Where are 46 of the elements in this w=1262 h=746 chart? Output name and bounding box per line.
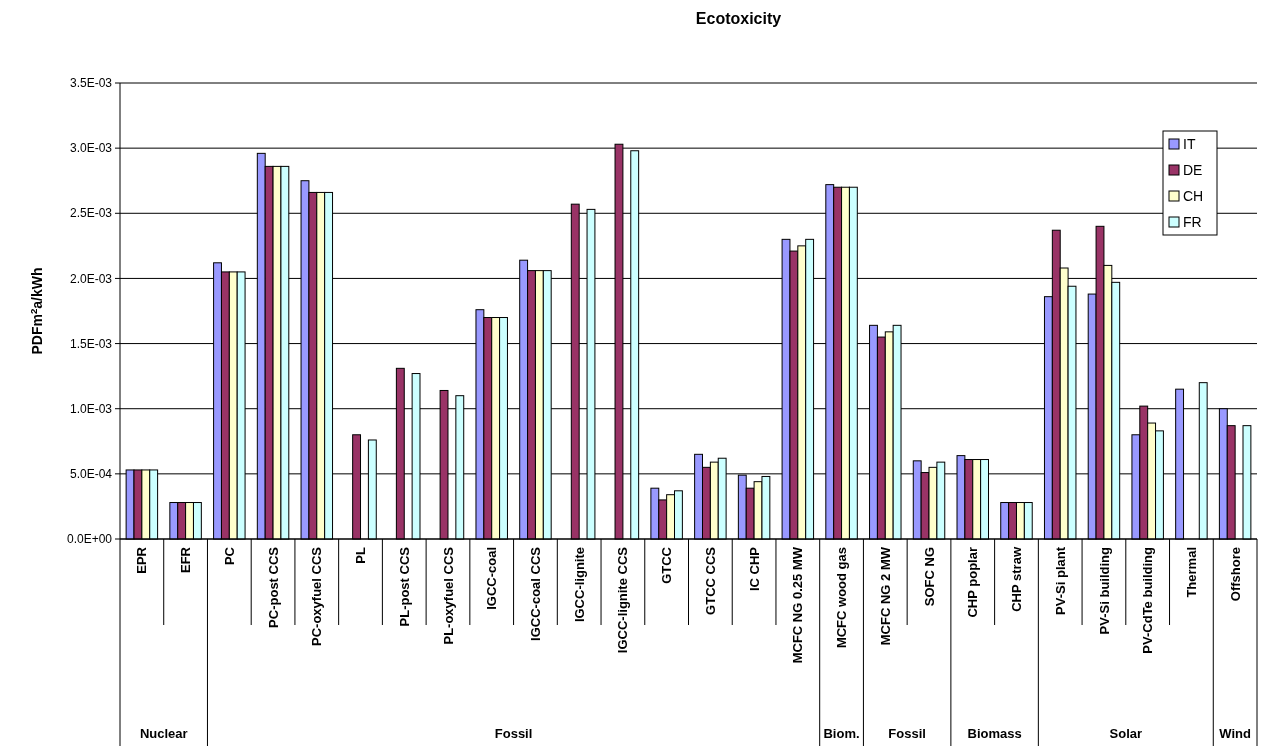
- x-tick-label: PV-Si building: [1096, 546, 1112, 635]
- x-tick-label: GTCC CCS: [702, 546, 718, 615]
- x-tick-label: CHP poplar: [965, 547, 981, 618]
- y-tick-label: 1.0E-03: [69, 401, 113, 416]
- legend-label: DE: [1183, 161, 1203, 178]
- x-tick-label: PL: [353, 546, 369, 564]
- y-tick-label: 2.0E-03: [69, 271, 113, 286]
- text: Fossil: [494, 726, 533, 741]
- x-tick-label: MCFC NG 0.25 MW: [790, 546, 806, 664]
- y-tick-label: 0.0E+00: [66, 532, 113, 547]
- text: Wind: [1219, 726, 1252, 741]
- x-tick-label: PV-CdTe building: [1140, 546, 1156, 654]
- x-tick-label: PL-post CCS: [396, 546, 412, 627]
- x-tick-label: IGCC-coal CCS: [527, 546, 543, 641]
- x-tick-label: Offshore: [1227, 547, 1243, 602]
- legend-label: CH: [1183, 187, 1204, 204]
- text: Solar: [1109, 726, 1143, 741]
- chart-title: Ecotoxicity: [695, 10, 782, 27]
- legend-label: IT: [1183, 135, 1196, 152]
- x-tick-label: PC-oxyfuel CCS: [309, 546, 325, 646]
- x-tick-label: EFR: [178, 546, 194, 573]
- x-tick-label: Thermal: [1183, 547, 1199, 598]
- text: Biom.: [823, 726, 860, 741]
- x-tick-label: MCFC NG 2 MW: [877, 546, 893, 646]
- y-tick-label: 1.5E-03: [69, 336, 113, 351]
- text: Nuclear: [139, 726, 188, 741]
- x-tick-label: GTCC: [659, 546, 675, 584]
- x-tick-label: SOFC NG: [921, 547, 937, 607]
- x-tick-label: PV-Si plant: [1052, 546, 1068, 615]
- text: Biomass: [967, 726, 1022, 741]
- x-tick-label: PL-oxyfuel CCS: [440, 546, 456, 645]
- x-tick-label: CHP straw: [1009, 546, 1025, 612]
- x-tick-label: IGCC-lignite: [571, 547, 587, 623]
- x-tick-label: IGCC-lignite CCS: [615, 546, 631, 654]
- x-tick-label: MCFC wood gas: [834, 547, 850, 649]
- x-tick-label: IGCC-coal: [484, 547, 500, 610]
- y-tick-label: 5.0E-04: [69, 467, 113, 482]
- x-tick-label: EPR: [134, 546, 150, 574]
- legend-label: FR: [1183, 213, 1202, 230]
- y-tick-label: 3.5E-03: [69, 76, 113, 91]
- y-tick-label: 3.0E-03: [69, 141, 113, 156]
- y-tick-label: 2.5E-03: [69, 206, 113, 221]
- x-tick-label: PC: [221, 546, 237, 566]
- x-tick-label: IC CHP: [746, 546, 762, 592]
- text: Fossil: [888, 726, 926, 741]
- x-tick-label: PC-post CCS: [265, 546, 281, 628]
